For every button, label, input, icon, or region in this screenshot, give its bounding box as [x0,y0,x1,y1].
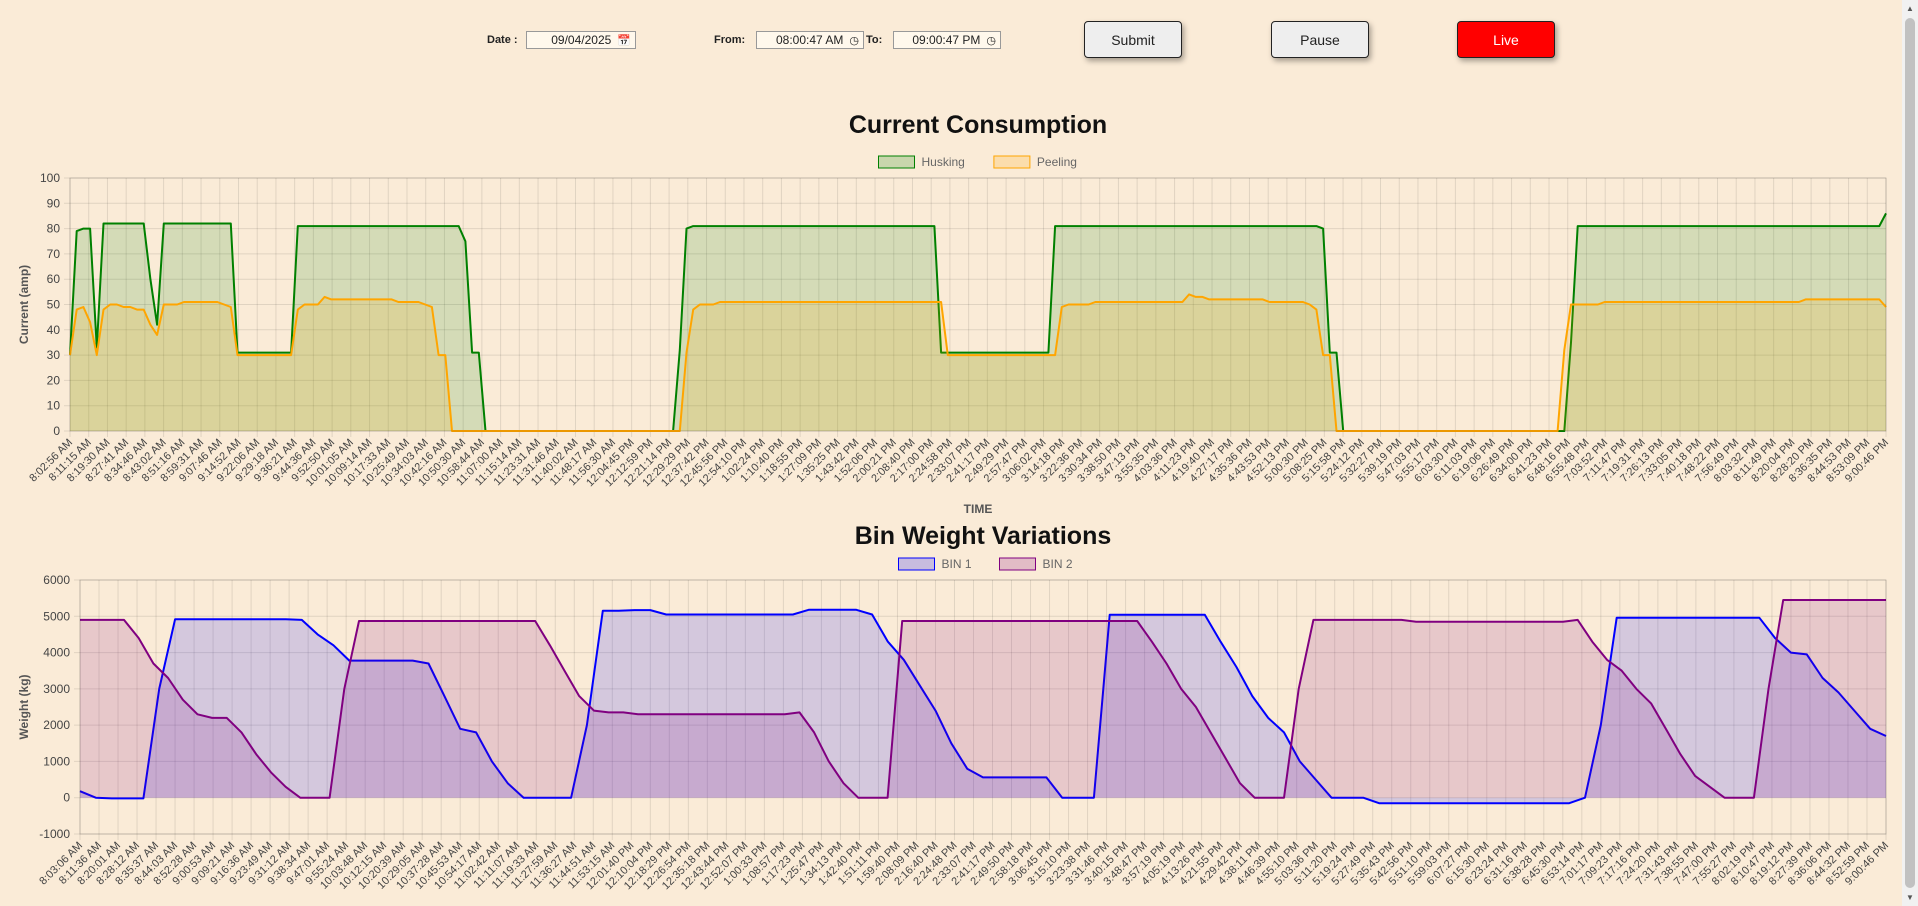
y-tick-label: 20 [47,373,61,387]
legend-label: BIN 1 [942,557,972,571]
y-tick-label: 1000 [43,754,70,768]
y-tick-label: 6000 [43,573,70,587]
y-tick-label: 50 [47,298,61,312]
to-time-input[interactable]: 09:00:47 PM ◷ [893,31,1001,49]
y-tick-label: 5000 [43,609,70,623]
scroll-down-icon[interactable]: ▼ [1906,893,1914,902]
y-axis-label: Current (amp) [17,265,31,344]
y-tick-label: -1000 [39,827,70,841]
y-tick-label: 2000 [43,718,70,732]
y-tick-label: 60 [47,272,61,286]
legend-label: Husking [922,155,965,169]
scrollbar-thumb[interactable] [1905,18,1915,888]
y-tick-label: 100 [40,171,60,185]
y-tick-label: 40 [47,323,61,337]
y-tick-label: 30 [47,348,61,362]
series-area [70,294,1886,431]
from-time-input[interactable]: 08:00:47 AM ◷ [756,31,864,49]
plot-border [69,177,1887,432]
series-line [69,212,1887,432]
y-tick-label: 3000 [43,682,70,696]
y-tick-label: 10 [47,399,61,413]
date-input[interactable]: 09/04/2025 📅 [526,31,636,49]
y-axis-label: Weight (kg) [17,674,31,739]
legend-swatch [999,557,1036,571]
chart-title: Bin Weight Variations [855,522,1112,550]
legend-item: Peeling [993,155,1077,169]
to-label: To: [866,34,883,46]
series-line [79,608,1887,805]
controls-bar: Date : 09/04/2025 📅 From: 08:00:47 AM ◷ … [0,0,1918,80]
y-tick-label: 0 [53,424,60,438]
scroll-up-icon[interactable]: ▲ [1906,4,1914,13]
series-area [80,600,1886,798]
legend-swatch [993,155,1031,169]
legend-swatch [878,155,915,169]
y-tick-label: 4000 [43,646,70,660]
clock-icon[interactable]: ◷ [986,34,996,47]
chart-title: Current Consumption [849,111,1107,139]
pause-button[interactable]: Pause [1271,21,1369,58]
legend-item: BIN 1 [898,557,972,571]
y-tick-label: 80 [47,222,61,236]
date-label: Date : [487,34,518,46]
legend-label: Peeling [1037,155,1077,169]
live-button[interactable]: Live [1457,21,1555,58]
date-value: 09/04/2025 [551,33,612,47]
from-time-value: 08:00:47 AM [776,33,844,47]
plot-border [79,579,1887,835]
series-line [69,293,1887,432]
y-tick-label: 90 [47,196,61,210]
current-consumption-chart: Current Consumption Husking Peeling 0 10 20 30… [17,111,1891,516]
from-label: From: [714,34,746,46]
y-tick-label: 70 [47,247,61,261]
x-axis-label: TIME [964,502,993,516]
series-line [80,599,1886,799]
bin-weight-chart: Bin Weight Variations BIN 1 BIN 2 -1000 0 100… [17,522,1891,892]
y-tick-label: 0 [63,791,70,805]
submit-button[interactable]: Submit [1084,21,1182,58]
calendar-icon[interactable]: 📅 [617,34,631,47]
to-time-value: 09:00:47 PM [912,33,981,47]
legend-item: BIN 2 [999,557,1073,571]
legend-label: BIN 2 [1043,557,1073,571]
clock-icon[interactable]: ◷ [849,34,859,47]
legend-swatch [898,557,935,571]
legend-item: Husking [878,155,965,169]
vertical-scrollbar[interactable]: ▲ ▼ [1902,0,1918,906]
